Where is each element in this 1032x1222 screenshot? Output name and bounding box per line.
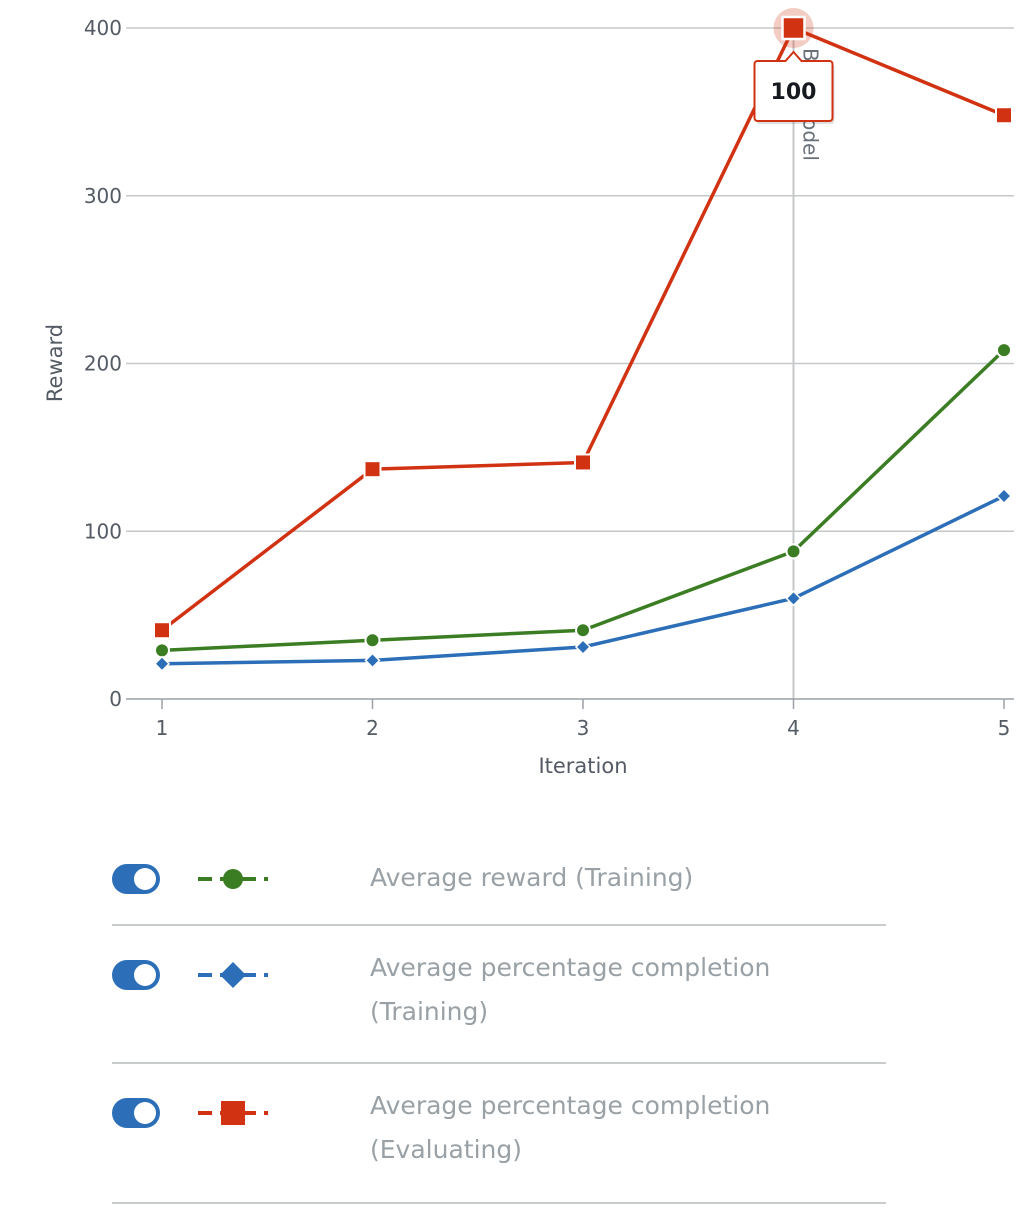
y-tick-label-100: 100 xyxy=(84,519,122,543)
data-point-s2-x5 xyxy=(995,106,1013,125)
data-point-s1-x4 xyxy=(785,590,802,607)
data-point-s1-x1 xyxy=(153,655,171,672)
legend-item-avg-completion-evaluating: Average percentage completion (Evaluatin… xyxy=(112,1064,886,1204)
data-point-s2-x1 xyxy=(153,621,171,640)
tooltip: 100 xyxy=(753,8,835,124)
legend-label-line2: (Training) xyxy=(370,997,489,1026)
legend-item-avg-completion-training: Average percentage completion (Training) xyxy=(112,926,886,1064)
x-tick-label-5: 5 xyxy=(998,716,1011,740)
series-toggle-avg-completion-evaluating[interactable] xyxy=(112,1098,160,1128)
legend-label-line1: Average percentage completion xyxy=(370,953,771,982)
y-axis-title: Reward xyxy=(43,324,67,402)
tooltip-box xyxy=(753,50,834,122)
data-point-s0-x1 xyxy=(154,642,170,659)
data-point-s0-x2 xyxy=(364,632,381,649)
x-tick-label-3: 3 xyxy=(577,716,590,740)
toggle-knob xyxy=(134,868,156,890)
grid xyxy=(126,27,1014,532)
y-tick-label-300: 300 xyxy=(84,184,122,208)
toggle-knob xyxy=(134,964,156,986)
x-axis-title: Iteration xyxy=(538,754,627,778)
series-line-0 xyxy=(161,348,1006,653)
legend-item-average-reward-training: Average reward (Training) xyxy=(112,832,886,926)
data-point-s0-x4 xyxy=(785,543,802,560)
legend-label: Average percentage completion (Evaluatin… xyxy=(370,1084,840,1172)
series xyxy=(153,19,1013,672)
series-toggle-avg-completion-training[interactable] xyxy=(112,960,160,990)
highlighted-point xyxy=(781,15,806,41)
x-tick-label-4: 4 xyxy=(787,716,800,740)
data-point-s2-x2 xyxy=(363,460,382,479)
toggle-knob xyxy=(134,1102,156,1124)
y-tick-label-400: 400 xyxy=(84,16,122,40)
series-toggle-average-reward-training[interactable] xyxy=(112,864,160,894)
data-point-s0-x5 xyxy=(996,342,1012,359)
data-point-s1-x5 xyxy=(995,487,1013,505)
tooltip-value: 100 xyxy=(771,80,817,105)
x-tick-label-2: 2 xyxy=(366,716,379,740)
data-point-s1-x2 xyxy=(364,652,381,669)
circle-marker-icon xyxy=(198,869,268,889)
legend-label: Average percentage completion (Training) xyxy=(370,946,840,1034)
data-point-s0-x3 xyxy=(575,622,591,639)
legend-label-line2: (Evaluating) xyxy=(370,1135,522,1164)
series-line-2 xyxy=(160,26,1005,632)
legend-label-line1: Average reward (Training) xyxy=(370,863,694,892)
data-point-s1-x3 xyxy=(574,638,592,656)
square-marker-icon xyxy=(198,1101,268,1125)
axes: 0 100 200 300 400 1 2 3 4 5 xyxy=(84,16,1014,740)
y-tick-label-200: 200 xyxy=(84,352,122,376)
legend-label-line1: Average percentage completion xyxy=(370,1091,771,1120)
diamond-marker-icon xyxy=(198,962,268,988)
y-tick-label-0: 0 xyxy=(109,687,122,711)
data-point-s2-x3 xyxy=(574,453,592,472)
legend: Average reward (Training) Average percen… xyxy=(112,832,886,1204)
series-line-1 xyxy=(161,494,1005,666)
legend-label: Average reward (Training) xyxy=(370,856,840,900)
x-tick-label-1: 1 xyxy=(156,716,169,740)
